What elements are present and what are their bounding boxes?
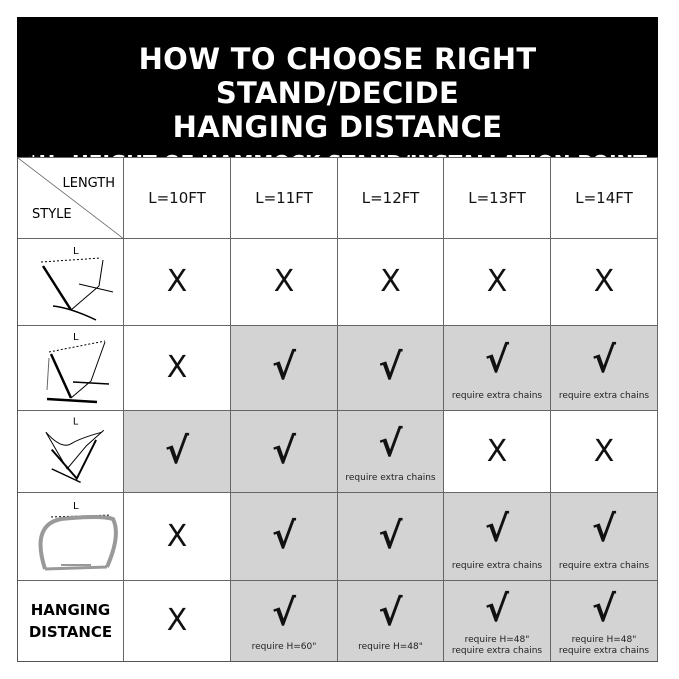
- compatible-cell: √ require extra chains: [444, 492, 551, 580]
- compatibility-table: LENGTH STYLE L=10FT L=11FT L=12FT L=13FT…: [17, 157, 658, 662]
- check-mark-icon: √: [484, 589, 509, 630]
- check-mark-icon: √: [484, 340, 509, 381]
- column-label: L=13FT: [468, 189, 526, 207]
- check-mark-icon: √: [271, 593, 296, 634]
- stand-guide: HOW TO CHOOSE RIGHT STAND/DECIDE HANGING…: [17, 17, 658, 662]
- requirement-note: require H=48" require extra chains: [558, 635, 650, 656]
- incompatible-cell: X: [124, 580, 231, 661]
- arc-stand-icon: L: [38, 501, 118, 570]
- title-line-2: HANGING DISTANCE: [172, 110, 503, 144]
- check-mark-icon: √: [484, 508, 509, 550]
- compatible-cell: √: [124, 410, 231, 492]
- column-header: L=13FT: [444, 157, 551, 238]
- incompatible-cell: X: [124, 238, 231, 325]
- compatible-cell: √ require extra chains: [444, 325, 551, 410]
- length-label: LENGTH: [62, 176, 115, 191]
- column-header: L=11FT: [231, 157, 338, 238]
- compatible-cell: √: [231, 325, 338, 410]
- check-mark-icon: √: [164, 430, 189, 472]
- length-marker-label: L: [73, 332, 79, 343]
- x-mark-icon: X: [486, 264, 508, 299]
- compatible-cell: √ require H=60": [231, 580, 338, 661]
- column-label: L=12FT: [361, 189, 420, 207]
- column-label: L=11FT: [255, 189, 313, 207]
- compatible-cell: √ require extra chains: [551, 492, 658, 580]
- requirement-note: require H=48": [358, 642, 423, 652]
- compatible-cell: √ require extra chains: [551, 325, 658, 410]
- style-cell: L: [18, 410, 124, 492]
- check-mark-icon: √: [271, 347, 296, 388]
- column-header: L=10FT: [124, 157, 231, 238]
- corner-header: LENGTH STYLE: [18, 157, 124, 239]
- column-label: L=10FT: [148, 189, 206, 207]
- check-mark-icon: √: [378, 593, 403, 634]
- x-mark-icon: X: [166, 350, 188, 385]
- requirement-note: require extra chains: [558, 391, 650, 401]
- style-cell: L: [18, 238, 124, 325]
- check-mark-icon: √: [591, 589, 616, 630]
- title-line-1: HOW TO CHOOSE RIGHT STAND/DECIDE: [138, 42, 537, 110]
- requirement-note: require extra chains: [558, 561, 650, 571]
- incompatible-cell: X: [444, 410, 551, 492]
- compatible-cell: √: [338, 325, 444, 410]
- compatible-cell: √: [338, 492, 444, 580]
- check-mark-icon: √: [591, 340, 616, 381]
- column-label: L=14FT: [575, 189, 633, 207]
- incompatible-cell: X: [444, 238, 551, 325]
- style-label: STYLE: [32, 207, 72, 222]
- requirement-note: require extra chains: [345, 473, 436, 483]
- compatible-cell: √ require H=48": [338, 580, 444, 661]
- stand-style-1-icon: L: [40, 246, 113, 321]
- requirement-note: require H=60": [251, 642, 317, 652]
- incompatible-cell: X: [124, 492, 231, 580]
- column-header: L=12FT: [338, 157, 444, 238]
- incompatible-cell: X: [338, 238, 444, 325]
- incompatible-cell: X: [551, 238, 658, 325]
- column-header: L=14FT: [551, 157, 658, 238]
- compatible-cell: √: [231, 410, 338, 492]
- check-mark-icon: √: [378, 347, 403, 388]
- hanging-distance-label: HANGING DISTANCE: [28, 601, 113, 641]
- length-marker-label: L: [73, 501, 79, 512]
- compatible-cell: √ require H=48" require extra chains: [551, 580, 658, 661]
- x-mark-icon: X: [166, 518, 188, 554]
- header-banner: HOW TO CHOOSE RIGHT STAND/DECIDE HANGING…: [17, 17, 658, 175]
- length-marker-label: L: [73, 246, 79, 257]
- length-marker-label: L: [72, 417, 78, 428]
- style-cell: L: [18, 325, 124, 410]
- compatible-cell: √ require H=48" require extra chains: [444, 580, 551, 661]
- x-mark-icon: X: [593, 264, 615, 299]
- diagonal-divider: [18, 158, 124, 239]
- incompatible-cell: X: [231, 238, 338, 325]
- x-mark-icon: X: [166, 264, 188, 299]
- requirement-note: require extra chains: [451, 391, 543, 401]
- check-mark-icon: √: [378, 423, 403, 465]
- requirement-note: require H=48" require extra chains: [451, 635, 543, 656]
- check-mark-icon: √: [271, 515, 296, 557]
- check-mark-icon: √: [271, 430, 296, 472]
- incompatible-cell: X: [551, 410, 658, 492]
- x-mark-icon: X: [380, 264, 401, 299]
- stand-style-2-icon: L: [46, 332, 109, 404]
- check-mark-icon: √: [591, 508, 616, 550]
- x-mark-icon: X: [593, 433, 615, 469]
- stand-style-3-icon: L: [45, 417, 104, 484]
- row-label-cell: HANGING DISTANCE: [18, 580, 124, 661]
- x-mark-icon: X: [486, 433, 508, 469]
- style-cell: L: [18, 492, 124, 580]
- check-mark-icon: √: [378, 515, 403, 557]
- x-mark-icon: X: [166, 603, 188, 638]
- compatible-cell: √ require extra chains: [338, 410, 444, 492]
- x-mark-icon: X: [273, 264, 295, 299]
- requirement-note: require extra chains: [451, 561, 543, 571]
- incompatible-cell: X: [124, 325, 231, 410]
- compatible-cell: √: [231, 492, 338, 580]
